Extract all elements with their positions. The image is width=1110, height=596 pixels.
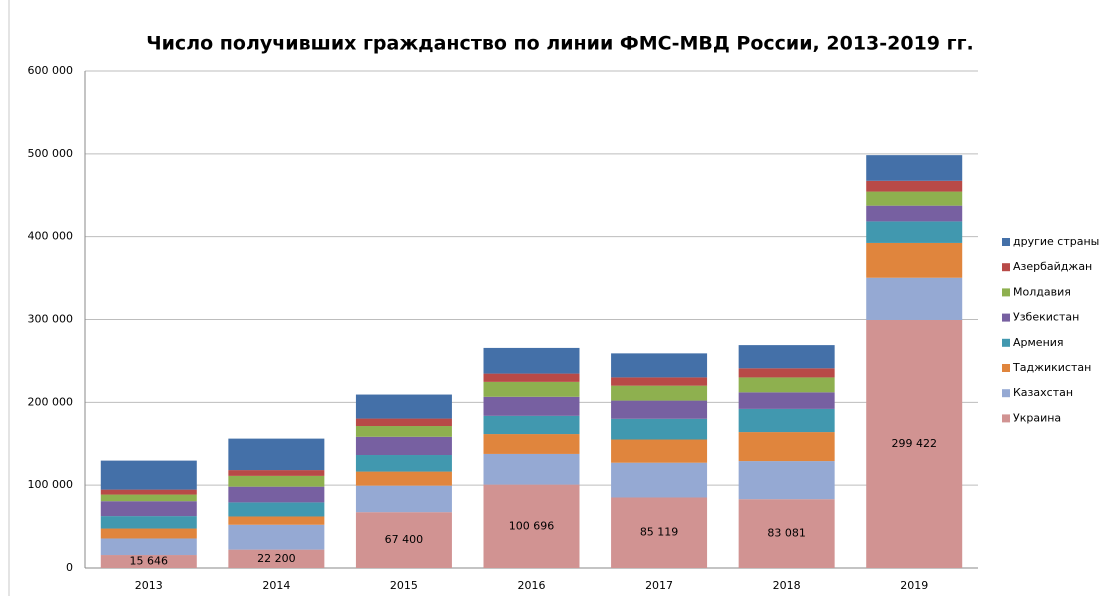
bar-segment — [611, 353, 708, 378]
bar-segment — [611, 400, 708, 419]
data-label: 15 646 — [130, 555, 169, 568]
legend-swatch — [1002, 288, 1010, 297]
bar-segment — [100, 538, 197, 556]
chart-title: Число получивших гражданство по линии ФМ… — [146, 33, 973, 55]
x-tick-label: 2019 — [900, 579, 928, 592]
legend-label: Молдавия — [1013, 285, 1071, 298]
bar-segment — [738, 368, 835, 378]
bar-segment — [738, 408, 835, 433]
bar-segment — [355, 394, 452, 419]
bar-segment — [611, 497, 708, 568]
x-tick-label: 2016 — [518, 579, 546, 592]
y-tick-label: 300 000 — [28, 313, 74, 326]
bar-segment — [228, 516, 325, 525]
legend-label: Казахстан — [1013, 386, 1073, 399]
bar-segment — [866, 319, 963, 568]
bar-segment — [483, 347, 580, 374]
bar-segment — [100, 528, 197, 539]
legend-label: Азербайджан — [1013, 260, 1092, 273]
bar-segment — [611, 385, 708, 401]
bar-segment — [100, 460, 197, 490]
legend-label: Таджикистан — [1012, 361, 1091, 374]
bar-segment — [738, 392, 835, 409]
bar-segment — [228, 486, 325, 503]
x-tick-label: 2018 — [773, 579, 801, 592]
bar-segment — [611, 439, 708, 463]
bar-segment — [866, 180, 963, 192]
y-tick-label: 400 000 — [28, 230, 74, 243]
bar-segment — [866, 277, 963, 320]
bar-segment — [228, 524, 325, 550]
x-tick-label: 2015 — [390, 579, 418, 592]
bar-segment — [483, 373, 580, 382]
bar-segment — [483, 484, 580, 568]
legend-swatch — [1002, 338, 1010, 347]
data-label: 67 400 — [385, 533, 424, 546]
legend-swatch — [1002, 313, 1010, 322]
bar-segment — [483, 453, 580, 485]
data-label: 85 119 — [640, 526, 679, 539]
bar-segment — [100, 516, 197, 529]
bar-segment — [866, 191, 963, 206]
bar-segment — [483, 415, 580, 435]
legend-label: другие страны — [1013, 235, 1099, 248]
bar-segment — [611, 418, 708, 440]
legend-label: Армения — [1013, 336, 1064, 349]
bar-segment — [738, 345, 835, 369]
bar-segment — [355, 436, 452, 456]
data-label: 22 200 — [257, 552, 296, 565]
bar-segment — [100, 501, 197, 517]
bar-segment — [100, 489, 197, 495]
bar-segment — [611, 377, 708, 386]
bar-segment — [355, 512, 452, 568]
x-tick-label: 2017 — [645, 579, 673, 592]
bar-segment — [483, 396, 580, 416]
y-tick-label: 0 — [66, 561, 73, 574]
bar-segment — [100, 494, 197, 502]
bar-segment — [483, 434, 580, 454]
bar-segment — [866, 242, 963, 278]
bar-segment — [228, 475, 325, 487]
bar-segment — [738, 377, 835, 393]
legend-swatch — [1002, 364, 1010, 372]
bar-segment — [866, 221, 963, 243]
bar-segment — [738, 499, 835, 568]
bar-segment — [228, 438, 325, 471]
bar-segment — [866, 155, 963, 181]
data-label: 83 081 — [767, 527, 806, 540]
bar-segment — [611, 462, 708, 498]
legend-swatch — [1002, 414, 1010, 423]
legend-swatch — [1002, 263, 1010, 272]
bar-segment — [100, 555, 197, 568]
bar-segment — [866, 205, 963, 222]
y-tick-label: 600 000 — [28, 64, 74, 77]
data-label: 100 696 — [509, 519, 555, 532]
legend-label: Узбекистан — [1013, 311, 1079, 324]
legend-swatch — [1002, 238, 1010, 246]
bar-segment — [738, 461, 835, 500]
bar-segment — [355, 426, 452, 437]
y-tick-label: 200 000 — [28, 395, 74, 408]
bar-segment — [228, 502, 325, 517]
y-tick-label: 500 000 — [28, 147, 74, 160]
bar-segment — [355, 455, 452, 472]
bar-segment — [355, 418, 452, 427]
bar-segment — [738, 432, 835, 462]
x-tick-label: 2013 — [135, 579, 163, 592]
bar-segment — [355, 471, 452, 486]
bar-segment — [228, 549, 325, 568]
y-tick-label: 100 000 — [28, 478, 74, 491]
x-tick-label: 2014 — [262, 579, 290, 592]
data-label: 299 422 — [891, 437, 937, 450]
legend-label: Украина — [1013, 411, 1061, 424]
legend-swatch — [1002, 389, 1010, 398]
bar-segment — [483, 381, 580, 397]
bar-segment — [355, 485, 452, 513]
bar-segment — [228, 470, 325, 476]
